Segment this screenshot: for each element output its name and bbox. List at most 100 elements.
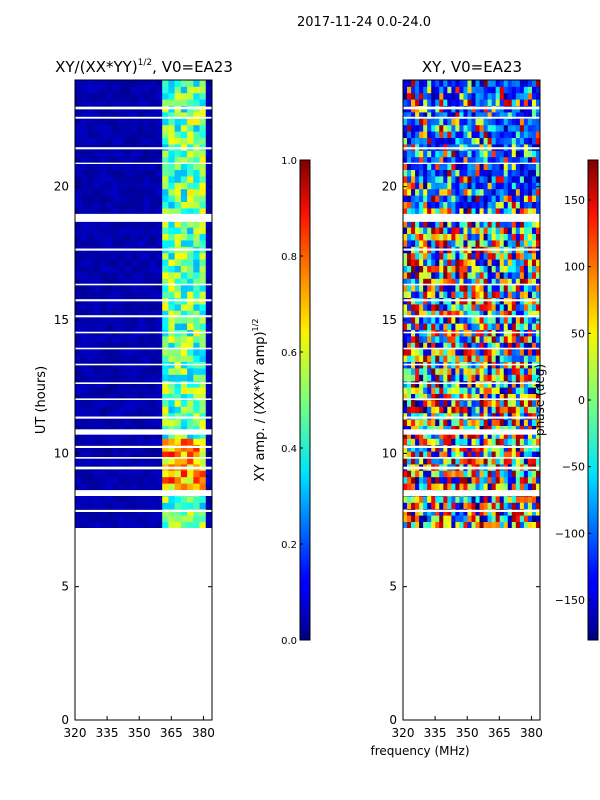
heatmap-cell (174, 457, 182, 465)
heatmap-cell (419, 195, 424, 202)
heatmap-cell (419, 483, 424, 490)
heatmap-cell (491, 227, 497, 234)
heatmap-cell (423, 336, 428, 343)
heatmap-cell (439, 419, 444, 426)
heatmap-cell (467, 355, 472, 362)
heatmap-cell (149, 176, 157, 183)
heatmap-cell (459, 182, 464, 190)
heatmap-cell (447, 304, 452, 311)
heatmap-cell (483, 265, 489, 273)
heatmap-cell (162, 457, 169, 465)
heatmap-cell (415, 406, 420, 414)
heatmap-cell (112, 252, 119, 260)
heatmap-cell (527, 336, 533, 343)
heatmap-cell (118, 163, 126, 170)
heatmap-cell (131, 208, 138, 215)
heatmap-cell (106, 265, 113, 273)
heatmap-cell (162, 348, 169, 356)
heatmap-cell (467, 310, 472, 318)
heatmap-cell (515, 444, 521, 452)
heatmap-cell (75, 355, 82, 362)
heatmap-cell (515, 476, 521, 484)
heatmap-cell (199, 521, 207, 529)
heatmap-cell (487, 425, 493, 433)
heatmap-cell (479, 99, 484, 106)
heatmap-cell (124, 470, 132, 478)
heatmap-cell (411, 208, 416, 215)
heatmap-cell (451, 457, 456, 465)
heatmap-cell (531, 368, 537, 375)
heatmap-cell (93, 508, 101, 516)
heatmap-cell (515, 278, 521, 286)
heatmap-cell (427, 355, 432, 362)
heatmap-cell (99, 112, 107, 119)
heatmap-cell (439, 272, 444, 279)
heatmap-cell (407, 515, 412, 522)
heatmap-cell (162, 393, 169, 401)
heatmap-cell (87, 137, 95, 145)
heatmap-cell (411, 195, 416, 202)
heatmap-cell (431, 387, 436, 394)
heatmap-cell (475, 400, 480, 407)
heatmap-cell (463, 502, 468, 510)
heatmap-cell (174, 137, 182, 145)
heatmap-cell (503, 496, 509, 503)
heatmap-cell (174, 195, 182, 202)
heatmap-cell (491, 208, 497, 215)
heatmap-cell (75, 470, 82, 478)
heatmap-cell (106, 419, 113, 426)
heatmap-cell (479, 291, 484, 298)
heatmap-cell (75, 124, 82, 132)
heatmap-cell (507, 188, 513, 196)
heatmap-cell (495, 355, 501, 362)
heatmap-cell (427, 310, 432, 318)
heatmap-cell (168, 169, 176, 177)
heatmap-cell (507, 444, 513, 452)
heatmap-cell (118, 444, 126, 452)
heatmap-cell (81, 438, 88, 446)
heatmap-cell (423, 521, 428, 529)
heatmap-cell (447, 118, 452, 126)
heatmap-cell (180, 521, 188, 529)
heatmap-cell (187, 259, 194, 266)
heatmap-cell (155, 444, 163, 452)
heatmap-cell (519, 380, 525, 388)
heatmap-cell (447, 444, 452, 452)
heatmap-cell (118, 432, 126, 439)
heatmap-cell (187, 476, 194, 484)
heatmap-cell (475, 291, 480, 298)
heatmap-cell (523, 156, 529, 164)
heatmap-cell (511, 406, 517, 414)
heatmap-cell (407, 316, 412, 324)
heatmap-cell (431, 188, 436, 196)
heatmap-cell (455, 131, 460, 138)
heatmap-cell (118, 502, 126, 510)
data-gap (403, 213, 540, 222)
heatmap-cell (180, 323, 188, 330)
heatmap-cell (124, 291, 132, 298)
heatmap-cell (531, 220, 537, 228)
heatmap-cell (93, 150, 101, 158)
heatmap-cell (507, 92, 513, 100)
heatmap-cell (447, 470, 452, 478)
heatmap-cell (467, 368, 472, 375)
heatmap-cell (415, 99, 420, 106)
heatmap-cell (499, 521, 505, 529)
heatmap-cell (174, 470, 182, 478)
heatmap-cell (419, 137, 424, 145)
heatmap-cell (168, 118, 176, 126)
heatmap-cell (523, 99, 529, 106)
heatmap-cell (155, 176, 163, 183)
heatmap-cell (118, 188, 126, 196)
heatmap-cell (459, 176, 464, 183)
heatmap-cell (149, 86, 157, 94)
heatmap-cell (106, 393, 113, 401)
y-tick-label: 0 (61, 713, 69, 727)
heatmap-cell (174, 451, 182, 458)
heatmap-cell (439, 227, 444, 234)
heatmap-cell (475, 304, 480, 311)
heatmap-cell (131, 240, 138, 247)
colorbar-tick-label: 0.4 (281, 444, 297, 455)
heatmap-cell (527, 182, 533, 190)
heatmap-cell (503, 502, 509, 510)
